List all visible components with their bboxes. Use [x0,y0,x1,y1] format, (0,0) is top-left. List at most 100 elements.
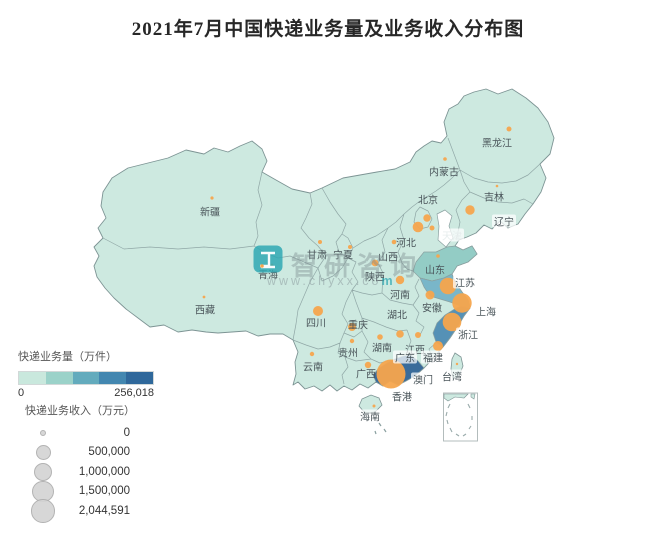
province-label-河北: 河北 [396,238,416,250]
legend-volume: 快递业务量（万件） 0 256,018 [18,348,168,399]
china-outline [93,88,555,392]
label-plate-浙江 [456,327,480,341]
province-label-湖南: 湖南 [372,342,392,355]
revenue-bubble-重庆 [348,323,356,331]
legend-volume-class-5 [126,372,153,384]
revenue-bubble-宁夏 [348,245,352,249]
province-label-香港: 香港 [392,392,412,404]
inset-dash-line [446,419,449,425]
inset-dash-line [445,411,448,417]
province-label-吉林: 吉林 [484,191,504,204]
province-label-青海: 青海 [258,269,278,282]
label-plate-辽宁 [492,214,516,228]
province-label-天津: 天津 [442,231,462,243]
province-label-山西: 山西 [378,252,398,264]
legend-revenue: 快递业务收入（万元） 0 500,000 1,000,000 1,500,000 2,0… [18,402,148,523]
legend-revenue-circle [33,462,53,481]
province-label-辽宁: 辽宁 [494,216,514,229]
province-label-广东: 广东 [395,352,415,365]
inset-dash-line [449,427,453,433]
revenue-bubble-广西 [364,361,372,369]
label-plate-澳门 [411,372,435,386]
province-label-福建: 福建 [423,352,443,365]
inset-dash-line [468,425,472,430]
revenue-bubble-贵州 [349,338,355,344]
province-label-江苏: 江苏 [455,277,475,290]
province-label-西藏: 西藏 [195,305,215,317]
revenue-bubble-黑龙江 [506,126,512,132]
legend-revenue-title: 快递业务收入（万元） [25,405,135,417]
revenue-bubble-甘肃 [318,240,322,244]
revenue-bubble-青海 [270,263,274,267]
province-label-海南: 海南 [360,411,380,424]
revenue-bubble-天津 [429,225,435,231]
legend-volume-class-4 [99,372,127,384]
inset-dash-line [455,433,460,437]
label-plate-台湾 [440,369,464,383]
revenue-bubble-北京 [412,221,424,233]
province-label-山东: 山东 [425,264,445,277]
province-label-宁夏: 宁夏 [333,249,353,262]
inset-dash-line [467,403,471,409]
inset-dash-line [447,403,451,409]
province-borders [102,137,541,385]
province-label-贵州: 贵州 [338,347,358,360]
province-label-河南: 河南 [390,289,410,302]
chart-title: 2021年7月中国快递业务量及业务收入分布图 [131,19,525,40]
province-label-北京: 北京 [418,194,438,207]
label-plate-广东 [393,350,417,364]
legend-revenue-value: 0 [123,426,130,439]
revenue-bubble-内蒙古 [443,157,447,161]
label-plate-福建 [421,350,445,364]
legend-revenue-value: 1,000,000 [78,465,130,478]
province-label-湖北: 湖北 [387,310,407,322]
legend-volume-max: 256,018 [114,387,154,399]
revenue-bubble-安徽 [425,290,435,300]
revenue-bubble-江苏 [439,277,457,295]
province-label-陕西: 陕西 [365,271,385,284]
legend-revenue-item: 500,000 [18,443,130,463]
inset-taiwan-sliver [470,393,476,400]
legend-volume-title: 快递业务量（万件） [18,351,117,363]
label-plate-江苏 [453,275,477,289]
label-plate-上海 [474,304,498,318]
legend-revenue-item: 1,000,000 [18,462,130,482]
revenue-bubble-上海 [452,293,472,313]
revenue-bubble-西藏 [202,295,206,299]
province-label-云南: 云南 [303,361,323,374]
province-label-澳门: 澳门 [413,374,433,387]
revenue-bubble-福建 [433,341,443,351]
revenue-bubble-四川 [313,306,323,316]
revenue-bubble-新疆 [210,196,214,200]
revenue-bubble-河南 [395,275,405,285]
revenue-bubble-海南 [372,404,376,408]
label-plate-香港 [390,389,414,403]
inset-mainland-sliver [443,393,469,402]
province-label-四川: 四川 [306,319,326,330]
legend-volume-gradient-bar [18,371,154,385]
hainan-island [358,394,383,414]
legend-revenue-circle [31,499,55,523]
legend-volume-class-1 [19,372,46,384]
legend-revenue-value: 2,044,591 [78,504,130,517]
legend-revenue-item: 2,044,591 [18,499,130,523]
revenue-bubble-吉林 [495,184,499,188]
legend-revenue-value: 1,500,000 [78,485,130,498]
legend-volume-class-3 [72,372,100,384]
revenue-bubble-山西 [391,239,397,245]
province-label-新疆: 新疆 [200,206,220,219]
revenue-bubble-台湾 [455,362,459,366]
legend-revenue-circle [35,444,51,460]
province-label-上海: 上海 [476,306,496,319]
province-label-重庆: 重庆 [348,319,368,332]
revenue-bubble-云南 [309,351,315,357]
legend-volume-min: 0 [18,387,25,399]
province-label-浙江: 浙江 [458,330,478,342]
revenue-bubble-湖南 [377,334,383,340]
province-label-甘肃: 甘肃 [307,249,327,262]
label-plate-天津 [440,228,464,242]
revenue-bubble-陕西 [371,259,379,267]
legend-revenue-item: 1,500,000 [18,480,130,502]
legend-revenue-value: 500,000 [88,446,130,459]
